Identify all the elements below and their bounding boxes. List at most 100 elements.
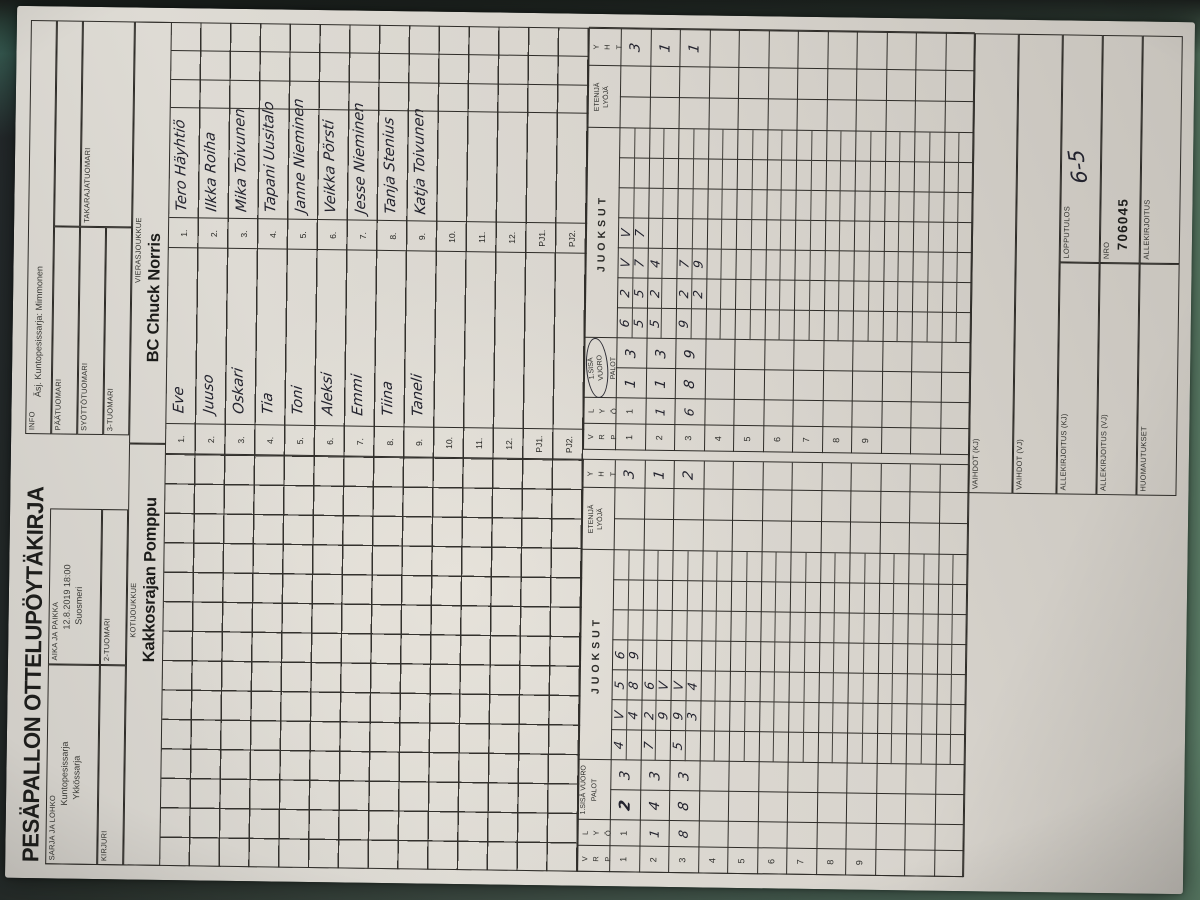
home-score-row-line	[904, 464, 912, 877]
visitor-score-row-number: 7	[801, 437, 812, 443]
visitor-juoksut-bottom: 7	[631, 228, 648, 239]
visitor-player-name: Tapani Uusitalo	[261, 100, 280, 214]
visitor-team-cell: VIERASJOUKKUE BC Chuck Norris	[129, 21, 172, 444]
lineup-number-visitor: PJ1.	[536, 229, 547, 247]
kirjuri-cell: KIRJURI	[97, 665, 126, 866]
sarja-label: SARJA JA LOHKO	[47, 795, 58, 861]
visitor-juoksut-top: 9	[675, 319, 691, 330]
visitor-score-row-line	[909, 32, 918, 455]
visitor-team-name: BC Chuck Norris	[144, 233, 164, 363]
home-score-row-number: 8	[824, 859, 835, 865]
visitor-player-name: Tanja Stenius	[380, 116, 399, 216]
lineup-number-visitor: 10.	[447, 230, 458, 243]
visitor-juoksut-bottom: 7	[631, 258, 647, 269]
home-score-row-number: 9	[854, 860, 865, 866]
lineup-number-visitor: 4.	[268, 230, 279, 239]
visitor-palot-value: 3	[652, 348, 669, 360]
home-score-row-line	[874, 463, 882, 876]
home-yht-value: 2	[680, 469, 697, 481]
home-col-etenija: ETENIJÄ LYÖJÄ	[587, 504, 604, 534]
home-score-row-number: 4	[706, 858, 717, 864]
info-value: Äsj. Kuntopesissarja: Mimmonen	[32, 266, 45, 398]
home-player-name: Taneli	[409, 372, 426, 418]
home-sisa-vuoro-text: 1.SISÄ VUORO	[579, 765, 588, 815]
home-juoksut-bottom: 4	[625, 710, 641, 721]
home-player-name: Tia	[260, 391, 277, 416]
visitor-col-lyo: L Y Ö	[586, 408, 619, 415]
home-juoksut-top: V	[611, 709, 627, 721]
home-juoksut-top: V	[670, 680, 686, 692]
lineup-number-home: 6.	[325, 437, 336, 445]
nro-cell: NRO 706045	[1099, 34, 1143, 264]
home-juoksut-bottom: 3	[684, 711, 700, 722]
home-juoksut-bottom: V	[655, 680, 671, 692]
tuomari3-cell: 3-TUOMARI	[103, 227, 133, 436]
visitor-score-row-number: 4	[712, 436, 723, 442]
home-juoksut-bottom: 9	[654, 710, 670, 721]
allekirjoitus-cell: ALLEKIRJOITUS	[1139, 35, 1183, 265]
home-palot-value: 4	[646, 800, 663, 812]
allekirjoitus-vj-label: ALLEKIRJOITUS (VJ)	[1098, 414, 1109, 492]
lineup-left-grid	[160, 453, 584, 872]
syottotuomari-cell: SYÖTTÖTUOMARI	[77, 226, 107, 436]
home-juoksut-top: 5	[611, 680, 627, 691]
visitor-yht-value: 1	[686, 42, 703, 54]
home-score-row-number: 7	[795, 859, 806, 865]
visitor-score-row-line	[703, 29, 711, 452]
home-team-label: KOTIJOUKKUE	[128, 582, 139, 638]
lopputulos-value: 6-5	[1063, 149, 1093, 184]
visitor-score-row-line	[762, 30, 770, 453]
home-score-row-number: 6	[765, 858, 776, 865]
visitor-juoksut-top: 6	[616, 318, 632, 329]
visitor-player-name: Ilkka Roiha	[202, 130, 221, 213]
lineup-number-home: 3.	[235, 436, 246, 444]
visitor-yht-value: 1	[657, 42, 674, 54]
visitor-juoksut-top: 4	[647, 258, 663, 269]
home-score-row-line	[786, 462, 794, 875]
home-score-row-number: 3	[677, 857, 688, 863]
allekirjoitus-label: ALLEKIRJOITUS	[1141, 199, 1152, 260]
tuomari3-label: 3-TUOMARI	[105, 388, 115, 432]
takarajatuomari-label: TAKARAJATUOMARI	[82, 147, 93, 223]
allekirjoitus-kj-cell: ALLEKIRJOITUS (KJ)	[1056, 262, 1100, 495]
syottotuomari-label: SYÖTTÖTUOMARI	[79, 362, 90, 431]
home-score-row-line	[756, 462, 764, 875]
lineup-number-home: 5.	[295, 437, 306, 445]
visitor-col-vrp: V R P	[586, 434, 618, 440]
visitor-yht-value: 3	[627, 41, 644, 54]
visitor-col-etenija: ETENIJÄ LYÖJÄ	[593, 82, 610, 112]
visitor-player-name: Mika Toivunen	[231, 107, 250, 214]
lineup-number-visitor: PJ2.	[566, 230, 577, 248]
tuomari2-label: 2-TUOMARI	[102, 618, 112, 662]
lopputulos-cell: LOPPUTULOS 6-5	[1059, 34, 1103, 263]
nro-label: NRO	[1101, 241, 1111, 260]
home-team-name: Kakkosrajan Pomppu	[139, 497, 161, 663]
lineup-number-home: PJ2.	[563, 435, 574, 454]
visitor-palot-value: 8	[681, 378, 698, 390]
lineup-number-home: 8.	[384, 438, 395, 446]
visitor-score-row-line	[673, 29, 682, 452]
form-title: PESÄPALLON OTTELUPÖYTÄKIRJA	[17, 486, 49, 863]
info-label: INFO	[27, 411, 37, 431]
visitor-score-row-number: 5	[742, 436, 753, 442]
lineup-number-home: 4.	[265, 436, 276, 445]
allekirjoitus-kj-label: ALLEKIRJOITUS (KJ)	[1058, 413, 1069, 491]
visitor-juoksut-top: V	[617, 227, 634, 239]
lineup-number-visitor: 5.	[298, 231, 309, 239]
empty-official-cell	[54, 20, 83, 227]
visitor-juoksut-top: 5	[646, 318, 662, 329]
lineup-number-visitor: 9.	[417, 232, 428, 241]
visitor-player-name: Janne Nieminen	[291, 97, 310, 214]
home-score-row-line	[727, 461, 735, 874]
home-juoksut-top: 4	[610, 740, 626, 751]
visitor-player-name: Tero Häyhtiö	[172, 118, 191, 213]
aika-ja-paikka-cell: AIKA JA PAIKKA 12.8.2019 18:00 Suosmeri	[47, 508, 103, 666]
home-juoksut-top: 2	[640, 710, 656, 721]
lineup-number-home: 9.	[414, 438, 425, 447]
visitor-score-row-line	[939, 32, 947, 455]
home-col-juoksut: JUOKSUT	[589, 615, 603, 695]
visitor-score-row-line	[821, 31, 829, 454]
lineup-number-home: 12.	[503, 437, 515, 450]
home-player-name: Emmi	[349, 373, 367, 417]
